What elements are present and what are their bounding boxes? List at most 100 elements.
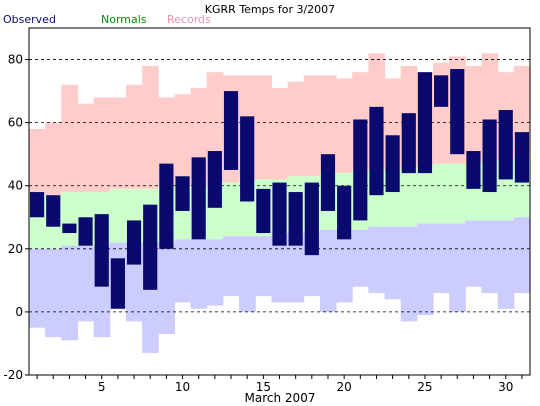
observed-bar: [337, 185, 352, 240]
observed-bar: [175, 176, 190, 211]
chart-title: KGRR Temps for 3/2007: [205, 3, 335, 16]
record-low-band: [77, 245, 95, 322]
record-low-band: [513, 217, 531, 293]
record-high-band: [255, 75, 272, 180]
record-high-band: [29, 128, 46, 196]
record-low-band: [352, 229, 369, 287]
record-high-band: [109, 97, 127, 189]
record-low-band: [174, 239, 192, 303]
y-tick-label: 40: [8, 179, 23, 193]
x-axis-label: March 2007: [245, 391, 316, 405]
observed-bar: [434, 75, 449, 107]
record-low-band: [61, 245, 78, 341]
legend-observed: Observed: [3, 13, 56, 26]
normal-band: [61, 192, 78, 246]
record-low-band: [497, 220, 515, 309]
record-high-band: [303, 75, 321, 177]
record-high-band: [174, 94, 192, 186]
observed-bar: [207, 151, 222, 208]
record-low-band: [433, 223, 450, 293]
legend-normals: Normals: [101, 13, 147, 26]
observed-bar: [450, 69, 465, 155]
observed-bar: [498, 110, 513, 180]
record-low-band: [222, 236, 240, 297]
record-low-band: [336, 229, 353, 303]
record-high-band: [77, 103, 95, 193]
plot-area: -20 0 20 40 60 80 5 10 15 20 25 30: [3, 27, 531, 394]
y-tick-label: 20: [8, 242, 23, 256]
record-high-band: [61, 84, 78, 193]
record-high-band: [125, 84, 143, 189]
observed-bar: [191, 157, 206, 240]
observed-bar: [272, 182, 287, 246]
observed-bar: [385, 135, 400, 193]
record-high-band: [319, 75, 337, 174]
record-low-band: [255, 236, 272, 297]
record-high-band: [465, 65, 483, 164]
observed-bar: [159, 163, 174, 249]
observed-bar: [320, 154, 336, 211]
record-low-band: [400, 226, 418, 322]
y-tick-label: 0: [15, 305, 23, 319]
observed-bar: [369, 106, 384, 196]
observed-bar: [143, 204, 158, 290]
x-tick-label: 20: [337, 380, 352, 394]
observed-bar: [256, 188, 271, 234]
plot-frame: [28, 27, 531, 376]
record-low-band: [158, 242, 175, 334]
normal-band: [416, 166, 434, 224]
y-tick-label: 60: [8, 116, 23, 130]
x-tick-label: 10: [175, 380, 190, 394]
observed-bar: [94, 214, 109, 287]
record-high-band: [158, 97, 175, 186]
record-low-band: [271, 233, 289, 303]
observed-bar: [288, 192, 303, 246]
observed-bar: [126, 220, 142, 265]
observed-bar: [62, 223, 77, 234]
record-low-band: [319, 229, 337, 312]
observed-bar: [401, 113, 416, 174]
record-low-band: [416, 223, 434, 316]
record-high-band: [336, 78, 353, 174]
record-low-band: [465, 220, 483, 287]
record-low-band: [449, 223, 466, 312]
record-low-band: [29, 248, 46, 328]
record-low-band: [481, 220, 499, 293]
record-low-band: [45, 248, 62, 338]
normal-band: [433, 163, 450, 224]
record-high-band: [45, 122, 62, 196]
legend-records: Records: [167, 13, 211, 26]
observed-bar: [482, 119, 497, 193]
observed-bar: [304, 182, 319, 256]
x-tick-label: 5: [98, 380, 106, 394]
x-tick-label: 30: [498, 380, 513, 394]
record-low-band: [384, 226, 402, 300]
record-high-band: [142, 65, 159, 189]
x-tick-label: 25: [417, 380, 432, 394]
normal-band: [222, 182, 240, 237]
record-high-band: [271, 87, 289, 180]
observed-bar: [353, 119, 368, 221]
record-low-band: [287, 233, 305, 303]
observed-bar: [240, 116, 255, 202]
y-tick-label: 80: [8, 53, 23, 67]
x-tick-label: 15: [256, 380, 271, 394]
record-low-band: [239, 236, 256, 312]
record-low-band: [190, 239, 208, 309]
observed-bar: [46, 195, 61, 227]
observed-bar: [78, 217, 93, 246]
observed-bar: [417, 72, 433, 174]
normal-band: [109, 188, 127, 243]
normal-band: [400, 166, 418, 227]
observed-bar: [30, 192, 45, 218]
observed-bar: [110, 258, 125, 309]
observed-bar: [223, 91, 239, 170]
observed-bar: [514, 132, 529, 183]
observed-bar: [466, 151, 481, 189]
record-low-band: [368, 226, 386, 293]
record-high-band: [287, 81, 305, 177]
normal-band: [449, 163, 466, 224]
record-low-band: [206, 239, 224, 306]
record-high-band: [93, 97, 111, 193]
